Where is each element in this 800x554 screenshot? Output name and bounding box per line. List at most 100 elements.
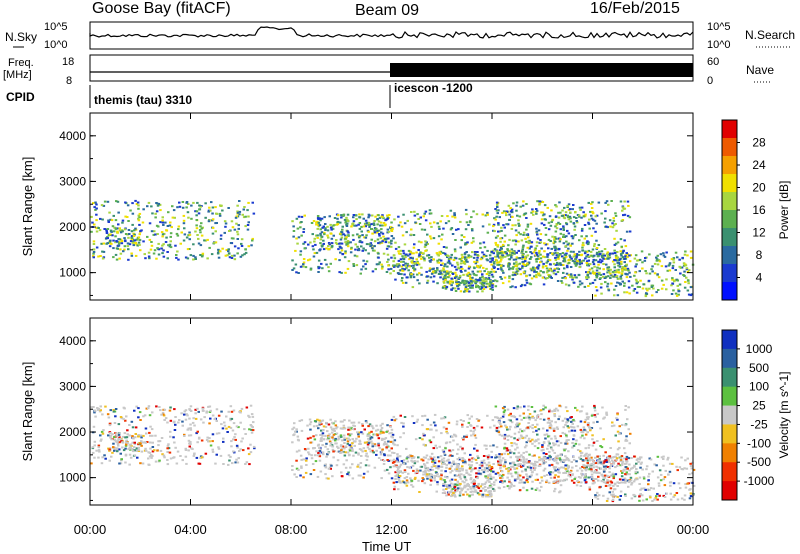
power-cell bbox=[665, 278, 668, 281]
power-cell bbox=[563, 259, 566, 262]
power-cell bbox=[397, 263, 400, 266]
power-cell bbox=[522, 262, 525, 265]
power-cell bbox=[316, 227, 319, 230]
power-cell bbox=[187, 216, 190, 219]
power-cell bbox=[440, 264, 443, 266]
power-cell bbox=[327, 270, 331, 273]
velocity-cell bbox=[636, 457, 640, 460]
velocity-cell bbox=[503, 480, 506, 483]
velocity-cell bbox=[295, 430, 298, 433]
power-cell bbox=[123, 248, 126, 251]
velocity-cell bbox=[495, 416, 499, 419]
velocity-cell bbox=[410, 479, 414, 482]
power-cell bbox=[119, 248, 122, 251]
power-cell bbox=[515, 263, 519, 266]
power-cell bbox=[543, 250, 546, 253]
power-cell bbox=[224, 222, 228, 225]
nsky-trace bbox=[89, 26, 694, 39]
power-cell bbox=[243, 253, 246, 256]
cpid-mode-1: themis (tau) 3310 bbox=[94, 93, 192, 107]
velocity-cell bbox=[508, 485, 512, 488]
power-cell bbox=[238, 200, 241, 202]
power-cell bbox=[553, 237, 556, 240]
power-cell bbox=[119, 231, 123, 234]
velocity-cell bbox=[187, 449, 190, 452]
nsearch-tick-bottom: 10^0 bbox=[707, 39, 731, 51]
velocity-cell bbox=[425, 475, 428, 478]
power-cell bbox=[497, 223, 500, 226]
power-cell bbox=[496, 255, 499, 258]
velocity-cell bbox=[553, 413, 556, 416]
velocity-cell bbox=[604, 485, 608, 487]
power-cell bbox=[567, 259, 570, 262]
power-cell bbox=[390, 256, 393, 259]
power-cell bbox=[616, 261, 619, 264]
power-cell bbox=[466, 260, 469, 263]
power-cell bbox=[424, 219, 428, 222]
power-cell bbox=[182, 222, 186, 225]
velocity-cell bbox=[608, 461, 611, 464]
velocity-cell bbox=[298, 449, 301, 452]
velocity-cell bbox=[487, 478, 491, 481]
power-cell bbox=[302, 228, 306, 231]
power-cell bbox=[512, 250, 515, 253]
power-cell bbox=[126, 204, 130, 207]
power-cell bbox=[319, 242, 322, 245]
velocity-cell bbox=[586, 464, 590, 467]
power-cell bbox=[557, 221, 560, 224]
power-cell bbox=[482, 255, 486, 258]
power-cell bbox=[467, 256, 470, 259]
power-cell bbox=[359, 272, 362, 275]
velocity-cell bbox=[474, 436, 478, 439]
power-cell bbox=[101, 257, 105, 260]
power-cell bbox=[436, 282, 439, 285]
power-cell bbox=[535, 273, 538, 276]
power-cell bbox=[501, 269, 504, 272]
velocity-cell bbox=[574, 442, 578, 445]
velocity-cell bbox=[147, 457, 150, 460]
velocity-cell bbox=[672, 495, 675, 498]
velocity-cell bbox=[325, 455, 328, 458]
power-cell bbox=[330, 237, 334, 240]
velocity-cell bbox=[542, 469, 546, 472]
velocity-cell bbox=[602, 478, 605, 481]
velocity-cell bbox=[137, 446, 140, 449]
velocity-cell bbox=[119, 462, 123, 465]
power-cell bbox=[340, 214, 343, 217]
velocity-cell bbox=[527, 461, 531, 464]
power-cell bbox=[409, 256, 412, 259]
power-cell bbox=[542, 271, 545, 274]
velocity-cell bbox=[519, 406, 522, 409]
velocity-cell bbox=[610, 493, 613, 496]
velocity-cell bbox=[411, 415, 414, 418]
power-cell bbox=[120, 240, 124, 243]
power-cell bbox=[373, 245, 376, 248]
power-cell bbox=[535, 208, 538, 210]
power-cell bbox=[95, 213, 98, 216]
power-cell bbox=[459, 274, 462, 277]
power-cell bbox=[496, 244, 500, 247]
velocity-cell bbox=[542, 452, 546, 455]
velocity-cell bbox=[187, 439, 191, 442]
power-cell bbox=[162, 243, 165, 246]
velocity-cell bbox=[576, 480, 579, 483]
velocity-cell bbox=[386, 468, 389, 471]
power-cell bbox=[371, 249, 375, 252]
velocity-cell bbox=[300, 465, 303, 468]
power-cell bbox=[521, 246, 525, 249]
power-cell bbox=[607, 266, 610, 269]
power-cell bbox=[543, 256, 547, 259]
power-cell bbox=[600, 260, 604, 263]
velocity-cell bbox=[392, 465, 396, 468]
velocity-cell bbox=[663, 476, 667, 479]
power-cell bbox=[554, 256, 557, 259]
velocity-cell bbox=[522, 458, 525, 461]
power-cell bbox=[485, 280, 488, 283]
power-cell bbox=[596, 266, 599, 269]
power-cell bbox=[315, 221, 318, 224]
power-cell bbox=[533, 275, 536, 278]
velocity-cell bbox=[253, 447, 256, 450]
velocity-cell bbox=[565, 464, 569, 467]
power-cell bbox=[147, 251, 151, 254]
velocity-cell bbox=[502, 421, 506, 424]
